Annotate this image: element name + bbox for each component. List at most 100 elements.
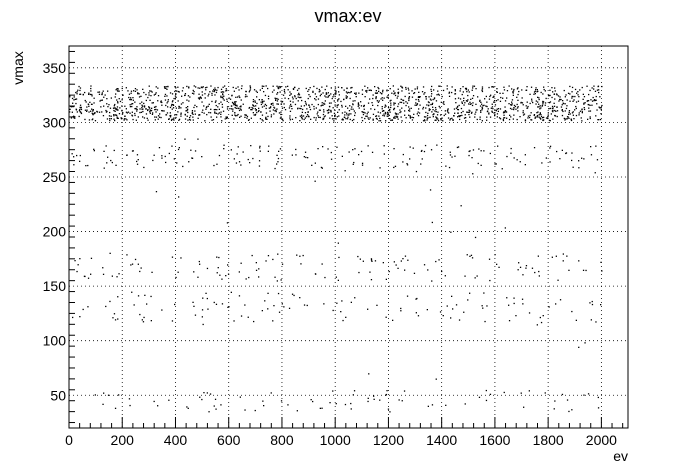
data-point bbox=[598, 119, 600, 121]
data-point bbox=[352, 104, 354, 106]
data-point bbox=[548, 94, 550, 96]
data-point bbox=[313, 108, 315, 110]
data-point bbox=[80, 111, 82, 114]
data-point bbox=[460, 107, 463, 110]
data-point bbox=[107, 90, 109, 92]
data-point bbox=[581, 120, 583, 122]
data-point bbox=[503, 114, 505, 116]
data-point bbox=[228, 97, 230, 99]
data-point bbox=[481, 107, 484, 109]
data-point bbox=[268, 145, 270, 147]
data-point bbox=[301, 99, 303, 102]
data-point bbox=[411, 90, 413, 92]
data-point bbox=[431, 221, 433, 224]
data-point bbox=[405, 117, 407, 119]
data-point bbox=[230, 291, 232, 293]
data-point bbox=[79, 89, 81, 92]
data-point bbox=[110, 97, 112, 99]
data-point bbox=[404, 95, 406, 98]
data-point bbox=[357, 102, 360, 104]
data-point bbox=[199, 87, 201, 89]
data-point bbox=[284, 92, 286, 94]
data-point bbox=[451, 295, 453, 297]
data-point bbox=[244, 96, 247, 98]
data-point bbox=[522, 104, 524, 106]
data-point bbox=[178, 119, 180, 121]
data-point bbox=[276, 108, 278, 110]
data-point bbox=[220, 113, 222, 115]
data-point bbox=[226, 106, 229, 108]
data-point bbox=[202, 297, 204, 299]
data-point bbox=[202, 86, 204, 88]
data-point bbox=[131, 291, 133, 293]
data-point bbox=[481, 120, 483, 122]
data-point bbox=[209, 112, 212, 114]
data-point bbox=[169, 106, 172, 109]
data-point bbox=[490, 94, 492, 96]
data-point bbox=[161, 309, 163, 311]
data-point bbox=[109, 252, 111, 254]
data-point bbox=[435, 260, 437, 263]
data-point bbox=[550, 113, 552, 115]
data-point bbox=[400, 307, 402, 310]
data-point bbox=[454, 98, 457, 100]
data-point bbox=[400, 101, 403, 104]
data-point bbox=[103, 96, 105, 98]
data-point bbox=[240, 99, 242, 101]
data-point bbox=[283, 89, 286, 91]
data-point bbox=[391, 92, 393, 94]
data-point bbox=[149, 112, 151, 114]
data-point bbox=[240, 105, 242, 107]
data-point bbox=[494, 112, 496, 114]
data-point bbox=[577, 94, 579, 96]
data-point bbox=[368, 118, 370, 120]
data-point bbox=[305, 104, 307, 106]
data-point bbox=[207, 95, 209, 97]
data-point bbox=[153, 94, 155, 96]
data-point bbox=[525, 265, 528, 267]
data-point bbox=[132, 150, 134, 152]
data-point bbox=[578, 160, 580, 162]
data-point bbox=[152, 102, 154, 104]
data-point bbox=[178, 91, 180, 93]
data-point bbox=[279, 86, 281, 89]
data-point bbox=[139, 270, 141, 273]
data-point bbox=[221, 278, 223, 280]
data-point bbox=[406, 102, 409, 104]
data-point bbox=[79, 87, 82, 89]
data-point bbox=[242, 103, 244, 105]
data-point bbox=[448, 92, 450, 94]
data-point bbox=[338, 94, 340, 96]
data-point bbox=[252, 99, 255, 101]
data-point bbox=[148, 106, 150, 108]
data-point bbox=[511, 88, 513, 90]
data-point bbox=[409, 115, 411, 117]
data-point bbox=[538, 270, 540, 273]
data-point bbox=[361, 164, 364, 166]
data-point bbox=[427, 112, 429, 114]
data-point bbox=[350, 301, 352, 303]
data-point bbox=[91, 93, 93, 96]
data-point bbox=[525, 105, 527, 107]
data-point bbox=[218, 256, 220, 259]
data-point bbox=[597, 407, 600, 409]
data-point bbox=[225, 275, 227, 277]
data-point bbox=[364, 112, 366, 114]
data-point bbox=[397, 88, 399, 90]
data-point bbox=[96, 111, 99, 113]
data-point bbox=[427, 117, 429, 119]
data-point bbox=[400, 260, 402, 262]
data-point bbox=[594, 90, 597, 92]
data-point bbox=[457, 109, 460, 111]
data-point bbox=[327, 96, 329, 98]
data-point bbox=[164, 99, 167, 101]
data-point bbox=[329, 117, 331, 119]
data-point bbox=[583, 103, 585, 105]
data-point bbox=[430, 103, 432, 106]
data-point bbox=[255, 90, 257, 92]
data-point bbox=[322, 117, 324, 120]
data-point bbox=[349, 118, 351, 121]
data-point bbox=[471, 111, 473, 113]
data-point bbox=[567, 92, 570, 94]
data-point bbox=[447, 108, 449, 110]
